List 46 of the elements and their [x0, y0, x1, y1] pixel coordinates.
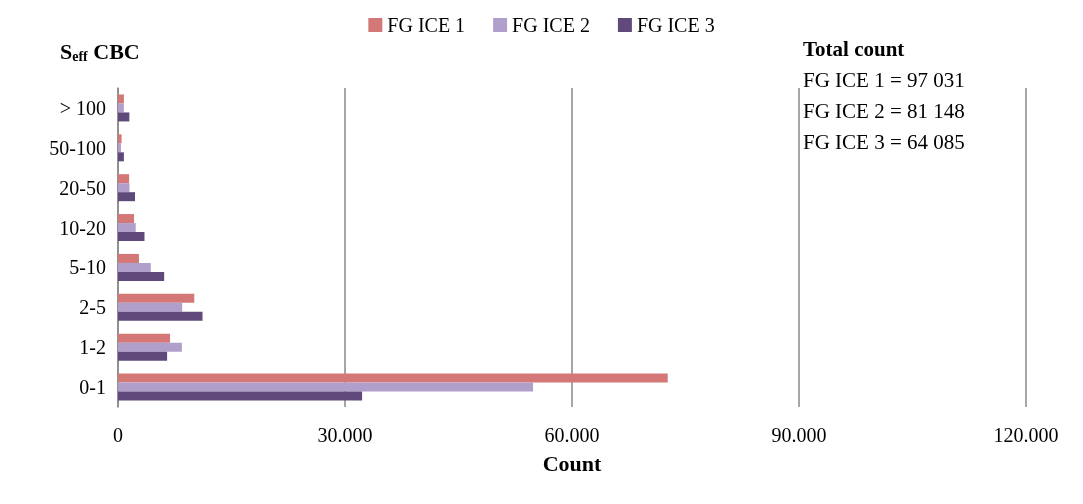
bar [118, 94, 124, 104]
bar [118, 373, 668, 383]
y-tick-label: 5-10 [69, 256, 106, 279]
bar [118, 134, 122, 144]
bar [118, 262, 151, 272]
bar [118, 183, 130, 193]
y-tick-label: 50-100 [49, 136, 106, 159]
x-tick-label: 90.000 [771, 424, 827, 446]
bar [118, 143, 121, 153]
annotation: FG ICE 1 = 97 031 [803, 67, 965, 92]
bar [118, 214, 135, 224]
bar [118, 112, 130, 122]
y-tick-label: > 100 [59, 96, 106, 119]
bar [118, 253, 139, 263]
legend-label: FG ICE 3 [636, 14, 715, 36]
bar [118, 342, 182, 352]
y-axis-title: Seff CBC [60, 38, 140, 64]
y-tick-label: 2-5 [79, 296, 106, 319]
legend-label: FG ICE 1 [387, 14, 466, 36]
bar [118, 174, 130, 184]
bar [118, 333, 171, 343]
bar [118, 302, 183, 312]
bar [118, 152, 124, 162]
bar [118, 103, 124, 113]
y-tick-label: 1-2 [79, 336, 106, 359]
bar [118, 271, 165, 281]
bar [118, 391, 363, 401]
y-tick-label: 10-20 [59, 216, 106, 239]
legend-label: FG ICE 2 [512, 14, 590, 36]
annotation: FG ICE 2 = 81 148 [803, 98, 965, 123]
bar [118, 192, 136, 202]
y-tick-label: 0-1 [79, 376, 106, 399]
y-tick-label: 20-50 [59, 176, 106, 199]
bar [118, 223, 136, 233]
x-tick-label: 0 [113, 424, 123, 446]
x-tick-label: 60.000 [544, 424, 600, 446]
x-tick-label: 120.000 [993, 424, 1059, 446]
text: Total count [803, 36, 905, 61]
bar [118, 382, 534, 392]
bar [118, 311, 203, 321]
x-tick-label: 30.000 [317, 424, 373, 446]
x-axis-title: Count [542, 450, 603, 476]
bar [118, 232, 145, 242]
bar [118, 293, 195, 303]
bar [118, 351, 168, 361]
annotation: FG ICE 3 = 64 085 [803, 129, 965, 154]
